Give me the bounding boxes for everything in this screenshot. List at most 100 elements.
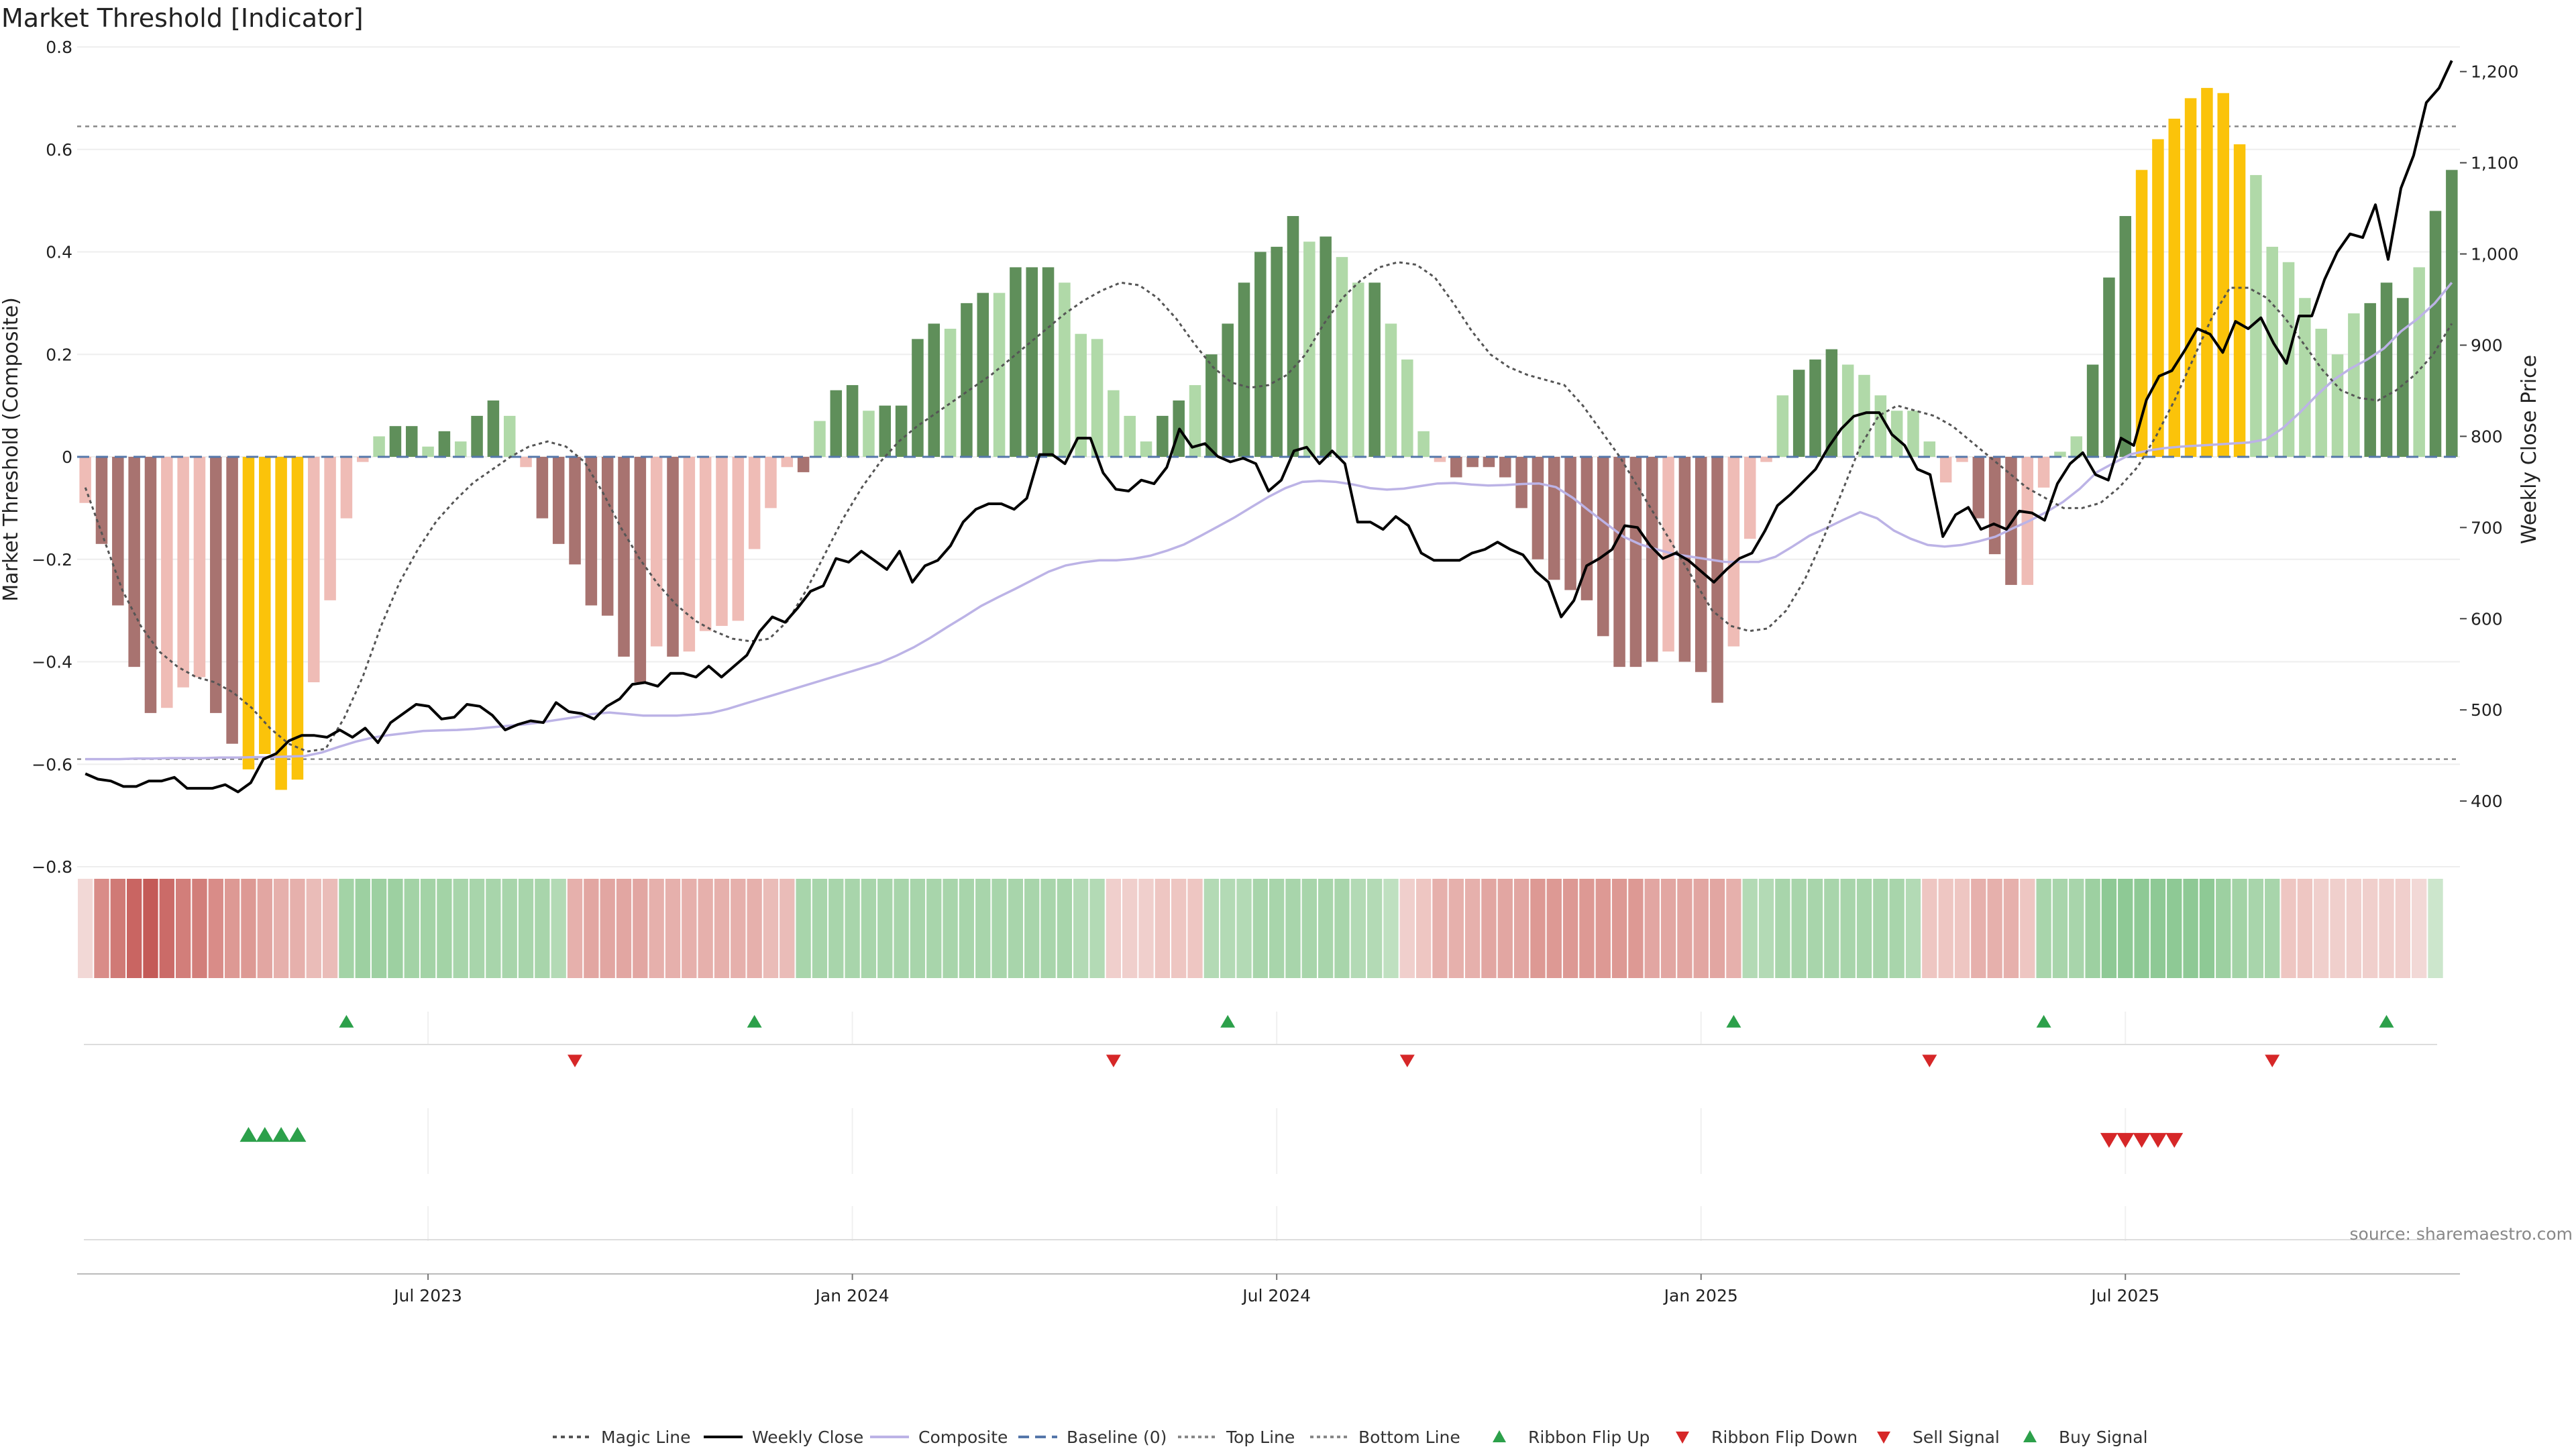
composite-bar	[324, 457, 336, 600]
ribbon-cell	[404, 879, 419, 978]
composite-bar	[1760, 457, 1772, 462]
ribbon-cell	[812, 879, 828, 978]
ribbon-cell	[486, 879, 501, 978]
ribbon-flip-up-marker	[2379, 1015, 2394, 1028]
composite-bar	[2054, 451, 2066, 457]
composite-bar	[1271, 246, 1283, 457]
ribbon-cell	[518, 879, 534, 978]
ribbon-cell	[1220, 879, 1236, 978]
composite-bar	[569, 457, 581, 565]
ribbon-cell	[1546, 879, 1562, 978]
ribbon-cell	[306, 879, 321, 978]
y-axis-label-right: Weekly Close Price	[2518, 355, 2541, 544]
composite-bar	[1189, 385, 1201, 457]
ribbon-cell	[2118, 879, 2133, 978]
ribbon-cell	[175, 879, 191, 978]
composite-bar	[601, 457, 614, 616]
composite-bar	[79, 457, 91, 503]
legend-entry: Baseline (0)	[1067, 1428, 1167, 1447]
composite-bar	[373, 436, 385, 457]
composite-bar	[193, 457, 206, 678]
composite-bar	[1825, 349, 1838, 457]
y-tick-left: 0	[62, 447, 72, 467]
ribbon-cell	[1775, 879, 1790, 978]
legend-swatch	[2023, 1430, 2037, 1442]
ribbon-cell	[1873, 879, 1888, 978]
composite-bar	[487, 400, 500, 457]
composite-bar	[2266, 246, 2278, 457]
ribbon-cell	[1971, 879, 1986, 978]
ribbon-cell	[567, 879, 583, 978]
threshold-lines	[77, 125, 2460, 760]
ribbon-cell	[763, 879, 779, 978]
composite-bar	[1564, 457, 1576, 590]
composite-bar	[1890, 411, 1903, 457]
y-tick-left: −0.2	[32, 550, 72, 570]
composite-bar	[2152, 139, 2164, 457]
ribbon-cell	[2265, 879, 2280, 978]
composite-bar	[1205, 354, 1218, 457]
composite-bar	[422, 446, 434, 457]
ribbon-cell	[1481, 879, 1497, 978]
sell-signal-marker	[2116, 1132, 2135, 1148]
y-tick-right: 1,000	[2471, 245, 2519, 264]
ribbon-cell	[2346, 879, 2362, 978]
composite-bar	[1483, 457, 1495, 468]
ribbon-cell	[2281, 879, 2296, 978]
ribbon-cell	[665, 879, 681, 978]
composite-bar	[2217, 93, 2229, 458]
ribbon-cell	[2412, 879, 2427, 978]
ribbon-cell	[1660, 879, 1676, 978]
composite-bar	[2037, 457, 2050, 488]
ribbon-cell	[1252, 879, 1268, 978]
composite-bar	[1907, 411, 1919, 457]
composite-bar	[1222, 323, 1234, 457]
composite-bar	[2103, 277, 2115, 457]
composite-bar	[2397, 298, 2409, 457]
composite-bar	[2086, 364, 2099, 457]
composite-bar	[2135, 170, 2148, 458]
x-tick-label: Jan 2024	[814, 1286, 890, 1305]
y-tick-right: 800	[2471, 427, 2503, 446]
ribbon-cell	[1628, 879, 1644, 978]
ribbon-cell	[1106, 879, 1122, 978]
ribbon-cell	[1089, 879, 1105, 978]
composite-bar	[275, 457, 287, 790]
ribbon-cell	[1497, 879, 1513, 978]
composite-bar	[634, 457, 647, 683]
ribbon-cell	[1415, 879, 1432, 978]
x-axis: Jul 2023 Jan 2024 Jul 2024 Jan 2025 Jul 2025	[77, 1273, 2460, 1305]
ribbon-cell	[1432, 879, 1448, 978]
ribbon-cell	[1742, 879, 1758, 978]
composite-bar	[1743, 457, 1756, 539]
composite-bar	[977, 292, 989, 457]
composite-bar	[961, 303, 973, 457]
composite-bar	[928, 323, 941, 457]
ribbon-cell	[1889, 879, 1904, 978]
ribbon-cell	[208, 879, 223, 978]
composite-bar	[683, 457, 696, 652]
composite-bar	[1972, 457, 1985, 519]
composite-bar	[503, 415, 516, 457]
composite-bar	[1303, 241, 1316, 457]
ribbon-cell	[2428, 879, 2443, 978]
composite-bar	[471, 415, 483, 457]
ribbon-cell	[845, 879, 860, 978]
ribbon-cell	[991, 879, 1007, 978]
ribbon-cell	[1824, 879, 1839, 978]
ribbon-cell	[1905, 879, 1921, 978]
signal-panels	[84, 1012, 2437, 1241]
y-tick-right: 1,100	[2471, 154, 2519, 173]
composite-bar	[1042, 267, 1055, 457]
legend-entry: Magic Line	[601, 1428, 691, 1447]
composite-bar	[259, 457, 271, 754]
composite-bar	[1956, 457, 1968, 462]
ribbon-cell	[910, 879, 926, 978]
composite-bar	[340, 457, 353, 519]
composite-bar	[1532, 457, 1544, 559]
ribbon-cell	[1073, 879, 1089, 978]
composite-bar	[177, 457, 189, 688]
composite-bar	[1858, 374, 1870, 457]
ribbon-cell	[1203, 879, 1220, 978]
chart-lines	[77, 60, 2460, 794]
